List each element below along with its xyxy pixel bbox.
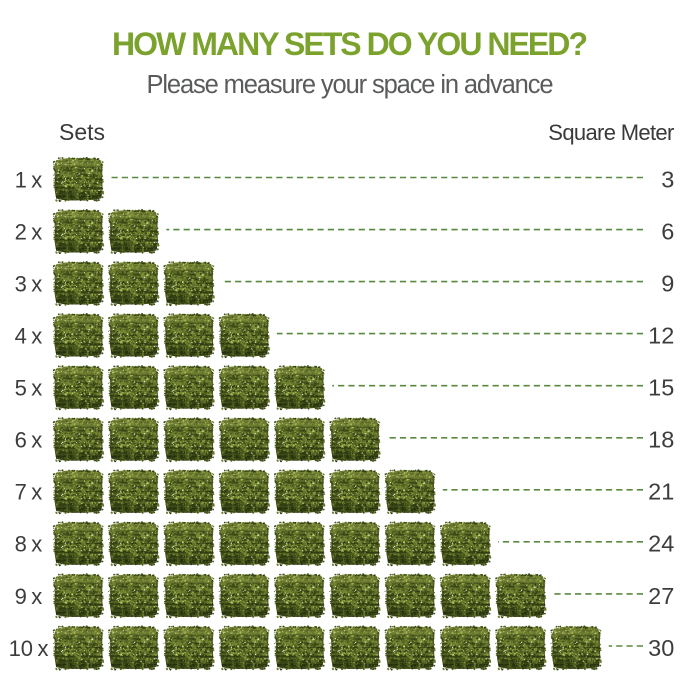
svg-text:30: 30	[648, 635, 674, 661]
svg-text:6: 6	[661, 219, 674, 245]
svg-text:27: 27	[648, 583, 674, 609]
svg-text:7 x: 7 x	[15, 480, 43, 505]
svg-text:HOW MANY SETS DO YOU NEED?: HOW MANY SETS DO YOU NEED?	[112, 26, 588, 62]
svg-text:6 x: 6 x	[15, 428, 43, 453]
svg-text:3 x: 3 x	[15, 272, 43, 297]
svg-text:18: 18	[648, 427, 674, 453]
svg-text:15: 15	[648, 375, 674, 401]
svg-text:9: 9	[661, 271, 674, 297]
svg-text:24: 24	[648, 531, 674, 557]
svg-text:Square Meter: Square Meter	[548, 120, 674, 145]
svg-text:4 x: 4 x	[15, 324, 43, 349]
svg-text:21: 21	[648, 479, 674, 505]
svg-text:Please measure your space in a: Please measure your space in advance	[147, 71, 554, 99]
svg-text:5 x: 5 x	[15, 376, 43, 401]
svg-text:3: 3	[661, 166, 674, 192]
svg-text:8 x: 8 x	[15, 532, 43, 557]
svg-text:12: 12	[648, 323, 674, 349]
svg-text:2 x: 2 x	[15, 220, 43, 245]
svg-text:9 x: 9 x	[15, 584, 43, 609]
svg-text:1 x: 1 x	[15, 167, 43, 192]
svg-text:Sets: Sets	[59, 119, 105, 145]
svg-text:10 x: 10 x	[9, 636, 49, 661]
